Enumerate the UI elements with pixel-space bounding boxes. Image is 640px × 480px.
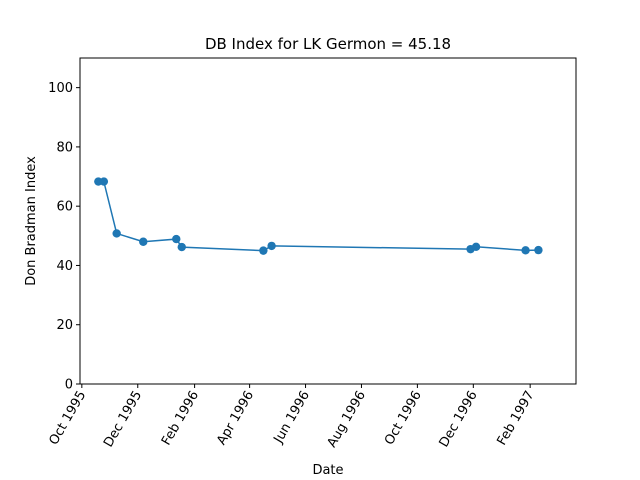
plot-area bbox=[94, 177, 543, 255]
y-axis: 0 20 40 60 80 100 bbox=[48, 81, 80, 393]
plot-frame bbox=[79, 57, 577, 385]
y-tick-label: 20 bbox=[56, 318, 73, 333]
y-tick-label: 100 bbox=[48, 81, 73, 96]
y-tick-label: 60 bbox=[56, 200, 73, 215]
data-point bbox=[112, 229, 121, 238]
data-point bbox=[259, 246, 268, 255]
data-point bbox=[534, 245, 543, 255]
data-point bbox=[471, 242, 481, 251]
data-point bbox=[177, 242, 186, 252]
data-point bbox=[139, 237, 148, 246]
y-tick-label: 40 bbox=[56, 259, 73, 274]
series-line bbox=[98, 180, 539, 252]
data-point bbox=[267, 241, 276, 251]
y-tick-label: 0 bbox=[65, 378, 73, 393]
data-point bbox=[521, 246, 530, 255]
y-tick-label: 80 bbox=[56, 140, 73, 155]
chart-title: DB Index for LK Germon = 45.18 bbox=[205, 35, 451, 53]
x-axis-label: Date bbox=[312, 463, 343, 478]
data-point bbox=[172, 234, 181, 244]
data-point bbox=[99, 177, 109, 186]
y-axis-label: Don Bradman Index bbox=[24, 156, 39, 286]
